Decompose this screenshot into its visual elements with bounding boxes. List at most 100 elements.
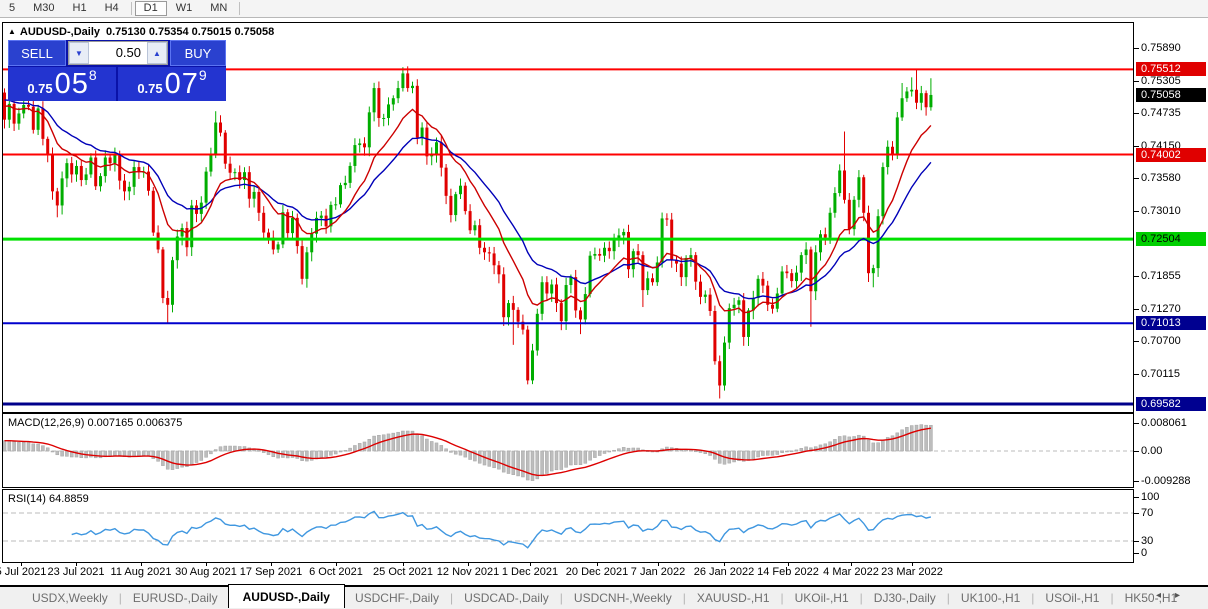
price-axis-label: 0.73580 — [1141, 172, 1181, 185]
tab-separator: | — [1031, 591, 1035, 605]
date-axis-tick — [403, 562, 404, 566]
price-badge-0.69582: 0.69582 — [1136, 396, 1206, 411]
price-badge-0.72504: 0.72504 — [1136, 232, 1206, 247]
price-axis-tick — [1134, 146, 1139, 148]
candlestick-chart-canvas[interactable] — [3, 23, 1133, 411]
bid-price-pip: 8 — [88, 67, 97, 83]
ask-price-big: 07 — [164, 68, 199, 100]
macd-axis-label: 0.00 — [1141, 445, 1163, 457]
tab-separator: | — [946, 591, 950, 605]
rsi-label: RSI(14) — [8, 493, 46, 505]
date-axis-tick — [597, 562, 598, 566]
macd-label-row: MACD(12,26,9) 0.007165 0.006375 — [8, 417, 182, 429]
date-axis-label: 7 Jan 2022 — [630, 566, 686, 578]
timeframe-button-h1[interactable]: H1 — [72, 2, 87, 14]
date-axis-tick — [21, 562, 22, 566]
date-axis-tick — [851, 562, 852, 566]
price-axis-label: 0.71855 — [1141, 269, 1181, 282]
macd-value-signal: 0.006375 — [136, 417, 183, 429]
bid-price-prefix: 0.75 — [27, 81, 53, 96]
tab-usdchf-daily[interactable]: USDCHF-,Daily — [354, 591, 439, 605]
volume-increase-button[interactable]: ▲ — [147, 42, 167, 64]
chart-symbol-label: AUDUSD-,Daily — [19, 26, 100, 38]
toolbar-separator — [130, 2, 132, 15]
price-badge-0.75512: 0.75512 — [1136, 62, 1206, 77]
tab-audusd-daily[interactable]: AUDUSD-,Daily — [227, 584, 345, 608]
tab-xauusd-h1[interactable]: XAUUSD-,H1 — [696, 591, 770, 605]
tab-eurusd-daily[interactable]: EURUSD-,Daily — [132, 591, 218, 605]
tab-usdcnh-weekly[interactable]: USDCNH-,Weekly — [573, 591, 672, 605]
price-axis-tick — [1134, 210, 1139, 212]
tab-usdcad-daily[interactable]: USDCAD-,Daily — [464, 591, 549, 605]
tab-scroll-arrows: ◂▸ — [1156, 590, 1194, 601]
macd-chart-canvas[interactable] — [3, 414, 1133, 486]
bid-price-big: 05 — [54, 68, 89, 100]
price-axis-label: 0.70700 — [1141, 334, 1181, 347]
timeframe-button-d1[interactable]: D1 — [134, 1, 167, 16]
timeframe-button-w1[interactable]: W1 — [175, 2, 193, 14]
bid-price[interactable]: 0.75 05 8 — [8, 67, 116, 101]
volume-input[interactable]: 0.50 — [115, 45, 141, 60]
buy-button[interactable]: BUY — [170, 40, 226, 66]
price-badge-0.74002: 0.74002 — [1136, 147, 1206, 162]
macd-axis-tick — [1134, 451, 1139, 452]
rsi-axis-tick — [1134, 553, 1139, 554]
date-axis-label: 17 Sep 2021 — [239, 566, 303, 578]
tab-uk100-h1[interactable]: UK100-,H1 — [960, 591, 1021, 605]
price-axis-tick — [1134, 340, 1139, 342]
toolbar-separator — [239, 2, 241, 15]
date-axis-tick — [468, 562, 469, 566]
chart-ohlc-values: 0.75130 0.75354 0.75015 0.75058 — [106, 26, 275, 38]
macd-axis-tick — [1134, 423, 1139, 424]
timeframe-button-5[interactable]: 5 — [9, 2, 16, 14]
tab-usdx-weekly[interactable]: USDX,Weekly — [32, 591, 108, 605]
date-axis-label: 23 Mar 2022 — [881, 566, 943, 578]
tab-dj30-daily[interactable]: DJ30-,Daily — [873, 591, 936, 605]
rsi-label-row: RSI(14) 64.8859 — [8, 493, 89, 505]
tab-hk50-h1[interactable]: HK50-,H1 — [1124, 591, 1178, 605]
tab-separator: | — [1110, 591, 1114, 605]
price-axis-label: 0.75305 — [1141, 75, 1181, 87]
tab-separator: | — [449, 591, 454, 605]
tab-scroll-left-icon[interactable]: ◂ — [1155, 590, 1175, 601]
rsi-axis-label: 0 — [1141, 547, 1148, 559]
date-axis-label: 1 Dec 2021 — [501, 566, 559, 578]
price-axis-tick — [1134, 178, 1139, 180]
date-axis-tick — [336, 562, 337, 566]
macd-label: MACD(12,26,9) — [8, 417, 85, 429]
tab-usoil-h1[interactable]: USOil-,H1 — [1045, 591, 1100, 605]
chart-title: ▲ AUDUSD-,Daily 0.75130 0.75354 0.75015 0.… — [8, 26, 274, 38]
price-axis-tick — [1134, 373, 1139, 375]
rsi-axis-label: 70 — [1141, 507, 1154, 519]
rsi-chart-canvas[interactable] — [3, 491, 1133, 561]
ask-price-prefix: 0.75 — [137, 81, 163, 96]
tab-separator: | — [682, 591, 686, 605]
ask-price[interactable]: 0.75 07 9 — [118, 67, 226, 101]
chart-tab-bar: USDX,Weekly | EURUSD-,Daily AUDUSD-,Daily US… — [0, 584, 1208, 609]
date-axis-tick — [141, 562, 142, 566]
tab-ukoil-h1[interactable]: UKOil-,H1 — [794, 591, 849, 605]
macd-pane[interactable] — [2, 413, 1134, 488]
ask-price-pip: 9 — [198, 67, 207, 83]
timeframe-button-m30[interactable]: M30 — [33, 2, 55, 14]
date-axis-label: 25 Oct 2021 — [373, 566, 433, 578]
rsi-axis-label: 100 — [1141, 491, 1160, 503]
one-click-collapse-icon[interactable]: ▲ — [8, 27, 16, 36]
volume-spinner: ▼ 0.50 ▲ — [68, 41, 168, 65]
tab-scroll-right-icon[interactable]: ▸ — [1174, 590, 1194, 601]
price-axis-label: 0.73010 — [1141, 204, 1181, 217]
timeframe-button-mn[interactable]: MN — [210, 2, 228, 14]
volume-decrease-button[interactable]: ▼ — [69, 42, 89, 64]
rsi-axis-tick — [1134, 541, 1139, 542]
macd-value-main: 0.007165 — [87, 417, 134, 429]
date-axis-label: 6 Oct 2021 — [309, 566, 363, 578]
candles — [3, 66, 933, 399]
date-axis-label: 11 Aug 2021 — [110, 566, 172, 578]
sell-button[interactable]: SELL — [8, 40, 66, 66]
timeframe-button-h4[interactable]: H4 — [104, 2, 119, 14]
timeframe-toolbar: 5 M30 H1 H4 D1 W1 MN — [0, 0, 1208, 18]
date-axis-label: 14 Feb 2022 — [757, 566, 819, 578]
macd-axis-tick — [1134, 481, 1139, 482]
rsi-pane[interactable] — [2, 489, 1134, 563]
